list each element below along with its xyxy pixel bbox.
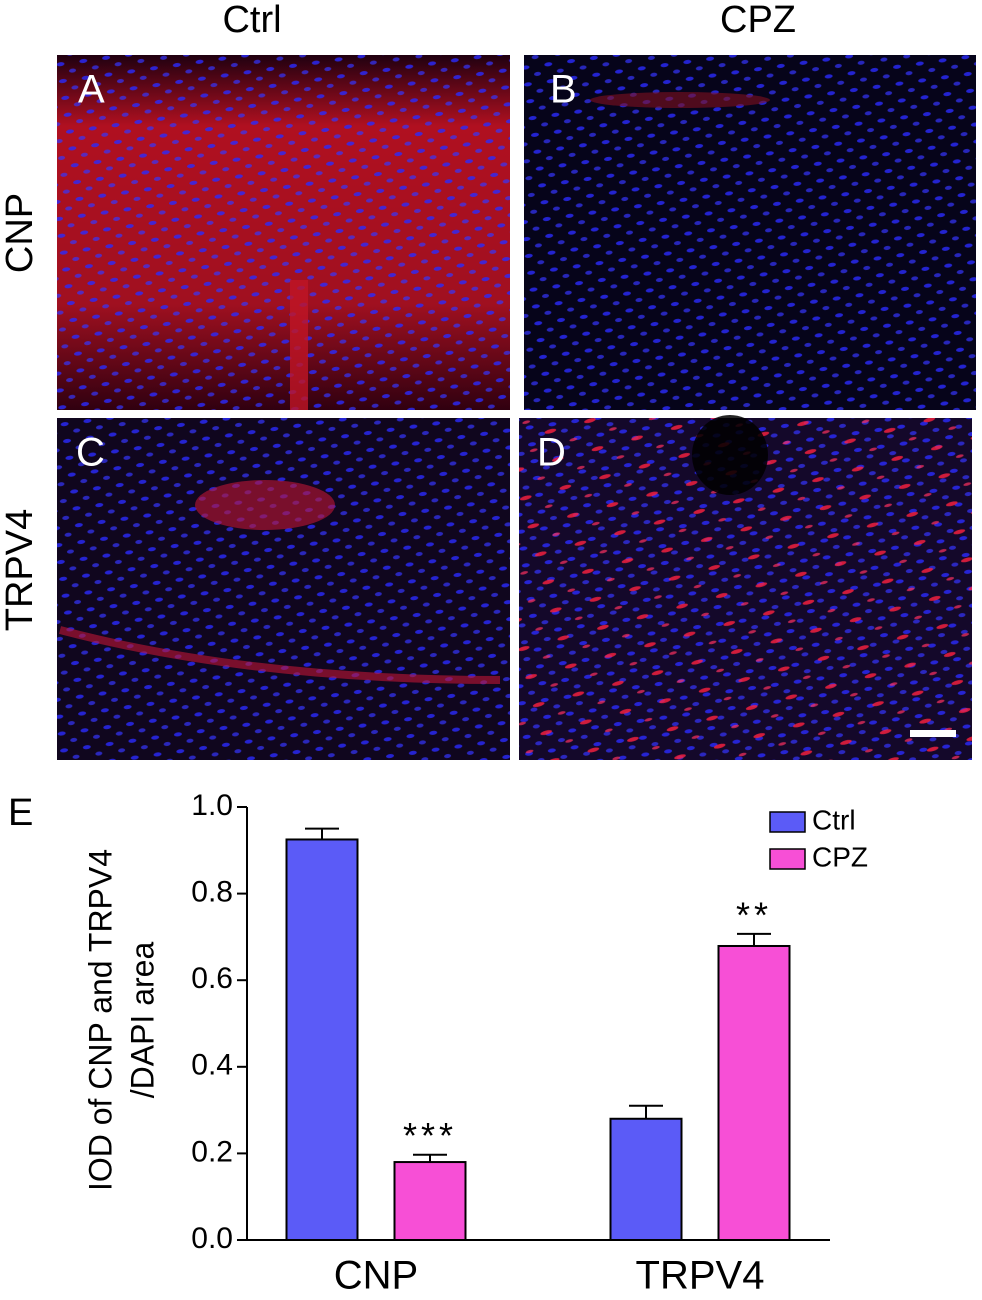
row-label: CNP	[0, 193, 41, 273]
y-tick-label: 1.0	[191, 789, 233, 822]
bar	[285, 838, 359, 1241]
column-label: Ctrl	[222, 0, 281, 41]
panel-label: A	[78, 68, 105, 112]
legend-swatch	[769, 811, 806, 833]
panel-label: E	[8, 792, 33, 834]
y-tick-label: 0.6	[191, 962, 233, 995]
significance: ***	[403, 1115, 457, 1156]
micrograph	[519, 415, 972, 760]
bar	[393, 1161, 467, 1242]
y-tick-label: 0.4	[191, 1049, 233, 1082]
bar	[609, 1117, 683, 1242]
micrograph	[524, 55, 976, 410]
y-axis-label: IOD of CNP and TRPV4	[82, 849, 118, 1191]
legend-swatch	[769, 848, 806, 870]
legend-label: Ctrl	[812, 804, 856, 835]
x-tick-label: CNP	[334, 1254, 418, 1298]
x-tick-label: TRPV4	[636, 1254, 765, 1298]
bar	[717, 944, 791, 1241]
legend-label: CPZ	[812, 841, 868, 872]
row-label: TRPV4	[0, 509, 41, 631]
panel-label: D	[537, 431, 566, 475]
micrograph	[57, 55, 510, 410]
y-tick-label: 0.2	[191, 1135, 233, 1168]
significance: **	[736, 894, 772, 935]
column-label: CPZ	[720, 0, 796, 41]
y-axis-label: /DAPI area	[124, 942, 160, 1099]
panel-label: C	[76, 431, 105, 475]
panel-label: B	[550, 68, 577, 112]
y-tick-label: 0.0	[191, 1222, 233, 1255]
y-tick-label: 0.8	[191, 876, 233, 909]
micrograph	[57, 418, 510, 760]
